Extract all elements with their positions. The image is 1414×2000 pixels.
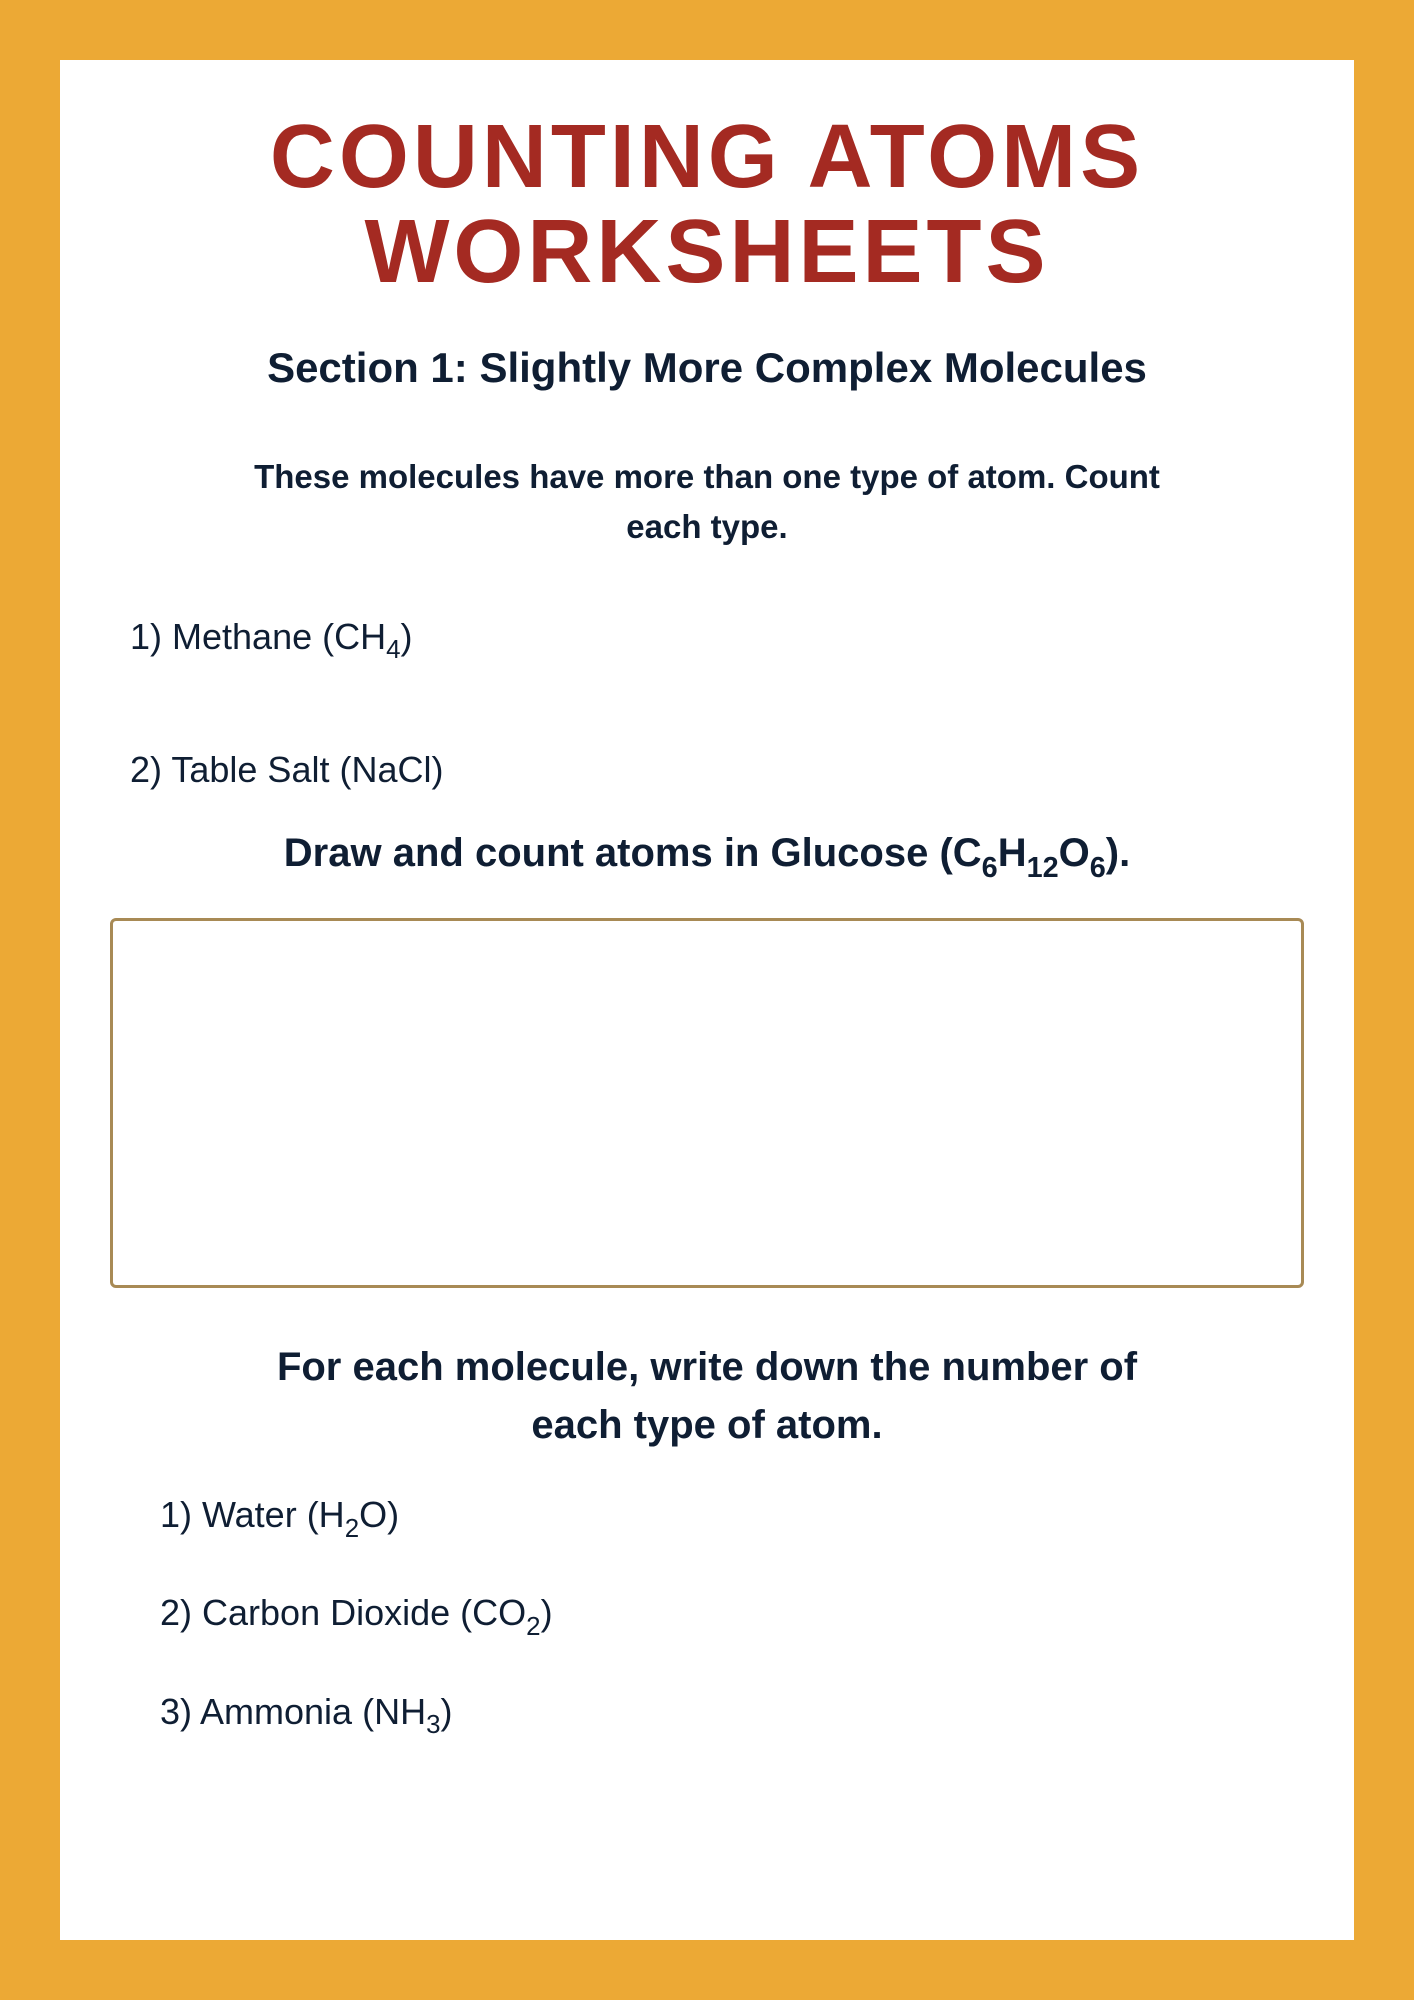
title-line-1: COUNTING ATOMS — [270, 107, 1144, 207]
section-heading: Section 1: Slightly More Complex Molecul… — [120, 344, 1294, 392]
draw-prompt: Draw and count atoms in Glucose (C6H12O6… — [120, 831, 1294, 883]
question-group-1: 1) Methane (CH4) 2) Table Salt (NaCl) — [120, 616, 1294, 791]
drawing-box[interactable] — [110, 918, 1304, 1288]
count-prompt-line-2: each type of atom. — [531, 1403, 882, 1447]
instruction-line-1: These molecules have more than one type … — [254, 458, 1160, 495]
question-3: 1) Water (H2O) — [160, 1494, 1294, 1542]
question-4: 2) Carbon Dioxide (CO2) — [160, 1592, 1294, 1640]
question-1: 1) Methane (CH4) — [130, 616, 1294, 664]
count-prompt: For each molecule, write down the number… — [120, 1338, 1294, 1454]
page-title: COUNTING ATOMS WORKSHEETS — [120, 110, 1294, 299]
instruction-text: These molecules have more than one type … — [120, 452, 1294, 551]
instruction-line-2: each type. — [626, 508, 787, 545]
question-group-2: 1) Water (H2O) 2) Carbon Dioxide (CO2) 3… — [120, 1494, 1294, 1739]
question-5: 3) Ammonia (NH3) — [160, 1691, 1294, 1739]
count-prompt-line-1: For each molecule, write down the number… — [277, 1345, 1137, 1389]
worksheet-page: COUNTING ATOMS WORKSHEETS Section 1: Sli… — [60, 60, 1354, 1940]
question-2: 2) Table Salt (NaCl) — [130, 749, 1294, 791]
title-line-2: WORKSHEETS — [364, 202, 1049, 302]
